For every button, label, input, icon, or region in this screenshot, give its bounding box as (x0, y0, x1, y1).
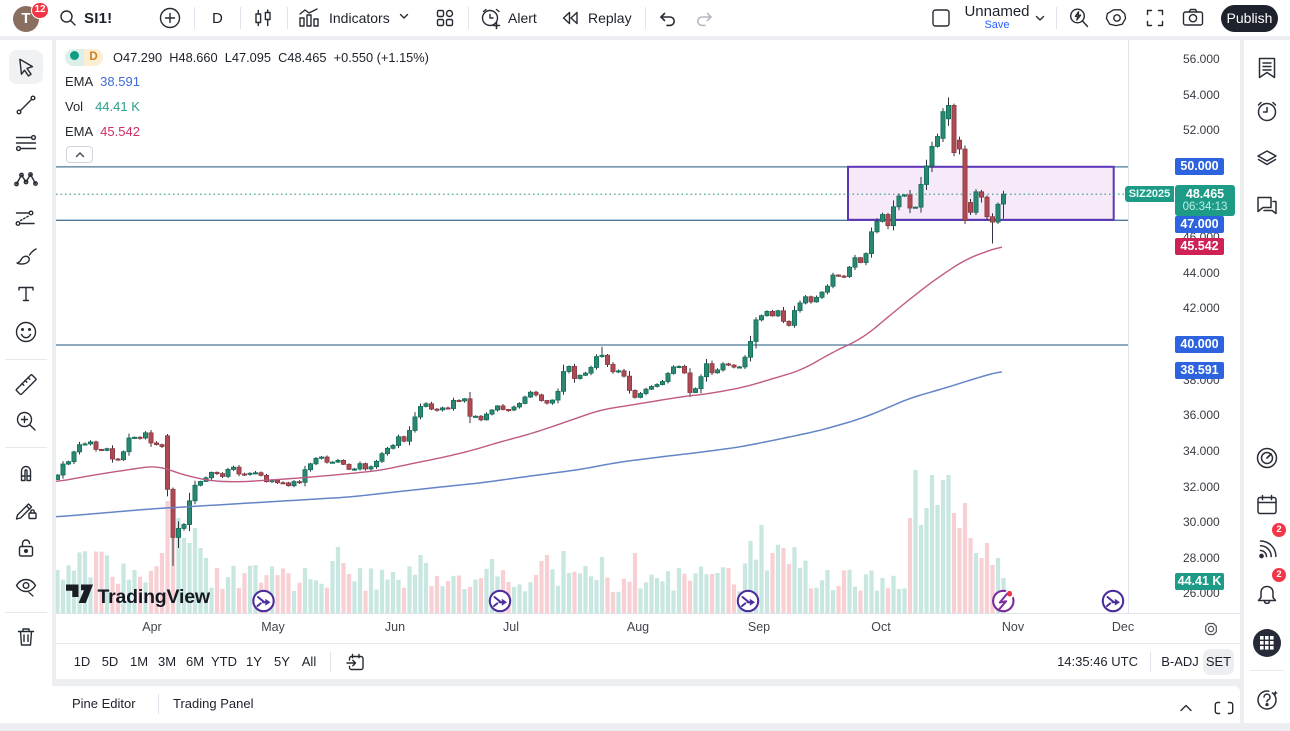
svg-text:TradingView: TradingView (98, 586, 211, 608)
